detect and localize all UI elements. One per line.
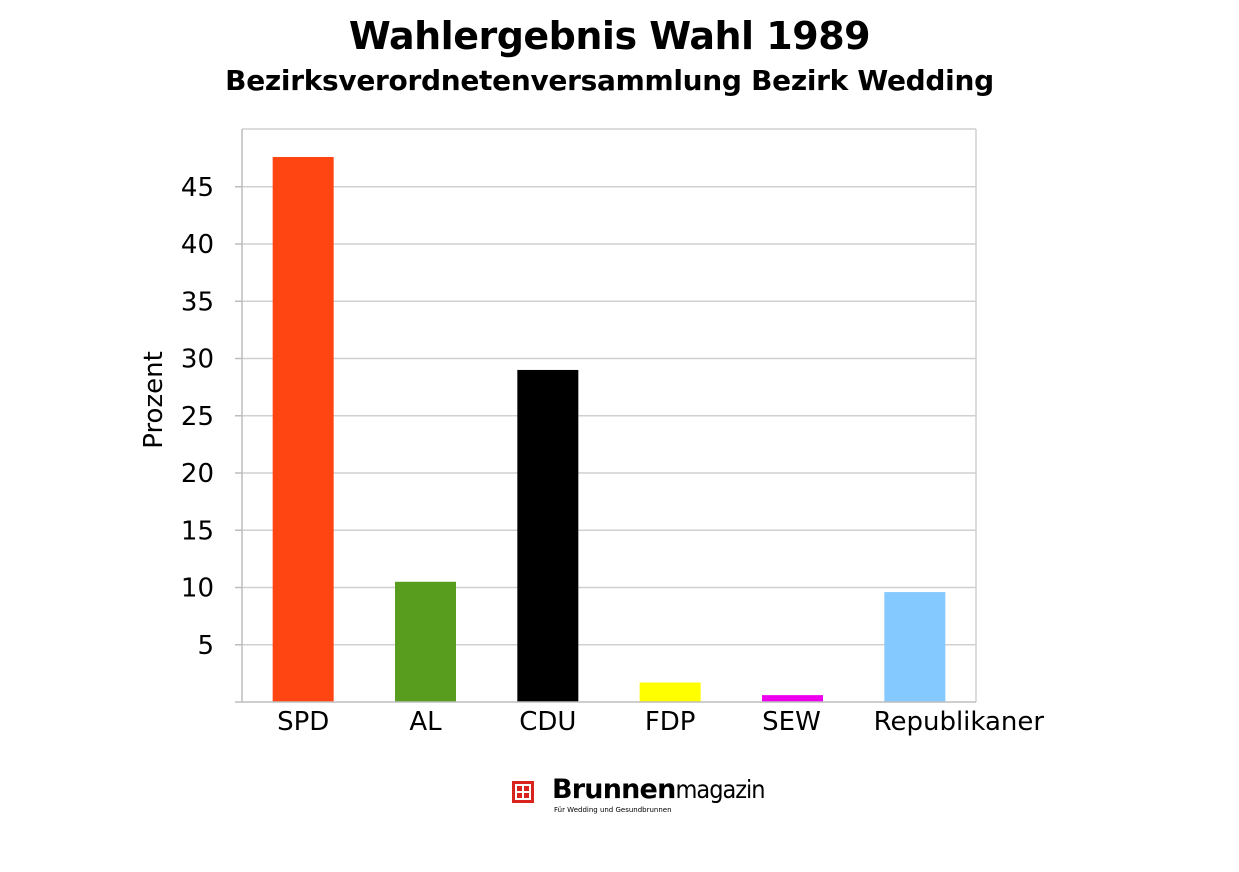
x-category-label: FDP (645, 707, 696, 737)
bar-spd (272, 156, 334, 703)
y-axis-title: Prozent (139, 351, 169, 449)
x-category-labels: SPD AL CDU FDP SEW Republikaner (277, 707, 1044, 737)
logo-wordmark: Brunnenmagazin (552, 774, 766, 805)
chart-subtitle: Bezirksverordnetenversammlung Bezirk Wed… (225, 64, 994, 97)
bar-al (395, 581, 456, 702)
x-category-label: AL (409, 707, 442, 737)
y-tick-label: 5 (197, 631, 214, 661)
logo-brand-light: magazin (675, 775, 766, 804)
y-tick-labels: 5 10 15 20 25 30 35 40 45 (181, 173, 214, 661)
logo-brand-bold: Brunnen (552, 774, 676, 805)
bar-fdp (639, 682, 701, 702)
x-category-label: Republikaner (874, 707, 1045, 737)
y-tick-label: 15 (181, 516, 214, 546)
bar-sew (762, 695, 823, 702)
y-tick-label: 30 (181, 345, 214, 375)
y-tick-label: 35 (181, 287, 214, 317)
bar-cdu (517, 369, 579, 702)
logo-tagline: Für Wedding und Gesundbrunnen (554, 806, 672, 814)
y-tick-label: 40 (181, 230, 214, 260)
logo-mark-icon (512, 781, 534, 803)
y-tick-label: 10 (181, 574, 214, 604)
chart-title: Wahlergebnis Wahl 1989 (348, 14, 871, 58)
x-category-label: SPD (277, 707, 329, 737)
bar-republikaner (884, 592, 946, 702)
gridlines (235, 128, 976, 646)
bars (272, 156, 946, 703)
y-tick-label: 20 (181, 459, 214, 489)
y-tick-label: 45 (181, 173, 214, 203)
x-category-label: SEW (762, 707, 821, 737)
y-tick-label: 25 (181, 402, 214, 432)
axes (235, 129, 977, 703)
x-category-label: CDU (519, 707, 576, 737)
